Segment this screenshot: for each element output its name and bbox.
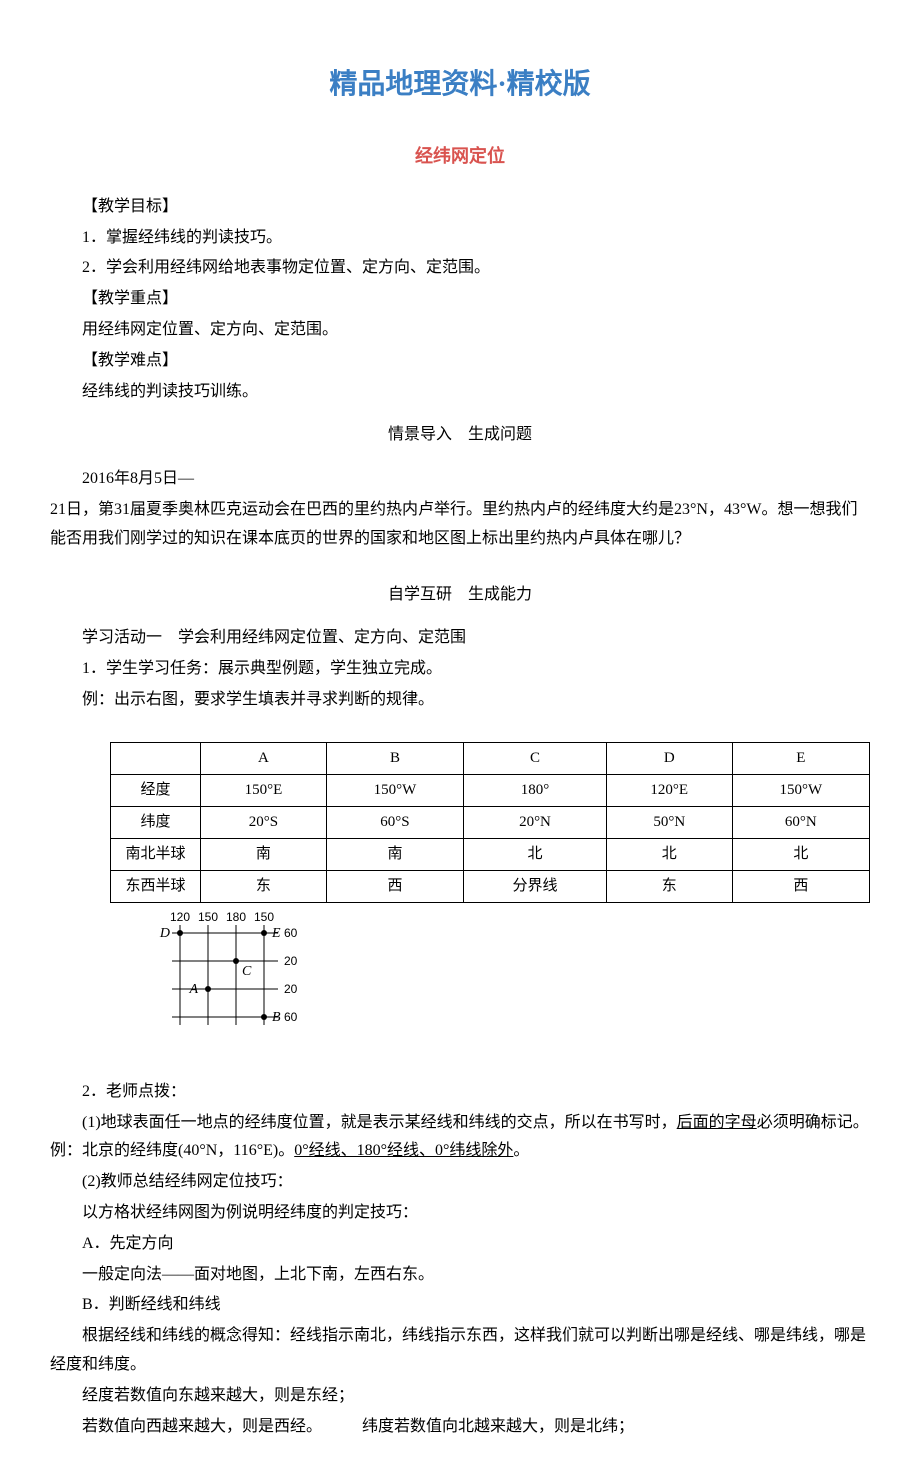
focus-1: 用经纬网定位置、定方向、定范围。 [50, 316, 870, 345]
table-body: 经度150°E150°W180°120°E150°W纬度20°S60°S20°N… [111, 774, 870, 902]
table-row: 南北半球南南北北北 [111, 838, 870, 870]
svg-text:20: 20 [284, 954, 298, 968]
table-cell: 北 [606, 838, 732, 870]
teacher-tA: A．先定方向 [50, 1230, 870, 1259]
study-heading: 自学互研 生成能力 [50, 581, 870, 610]
table-cell: 分界线 [464, 870, 607, 902]
svg-text:60: 60 [284, 926, 298, 940]
difficult-1: 经纬线的判读技巧训练。 [50, 378, 870, 407]
table-header-cell: E [732, 742, 869, 774]
table-cell: 东西半球 [111, 870, 201, 902]
difficult-header: 【教学难点】 [50, 347, 870, 376]
table-header-cell: A [201, 742, 327, 774]
teacher-tC2b: 纬度若数值向北越来越大，则是北纬； [362, 1418, 634, 1435]
table-header-row: A B C D E [111, 742, 870, 774]
teacher-t2: (2)教师总结经纬网定位技巧： [50, 1168, 870, 1197]
table-cell: 20°N [464, 806, 607, 838]
table-cell: 纬度 [111, 806, 201, 838]
svg-text:20: 20 [284, 982, 298, 996]
focus-header: 【教学重点】 [50, 285, 870, 314]
teacher-t1e: 。 [513, 1142, 529, 1159]
teacher-t1b: 后面的字母 [677, 1114, 757, 1131]
table-cell: 北 [464, 838, 607, 870]
teacher-header: 2．老师点拨： [50, 1078, 870, 1107]
table-cell: 150°W [732, 774, 869, 806]
svg-text:60: 60 [284, 1010, 298, 1024]
sub-title-text: 经纬网定位 [415, 146, 505, 166]
teacher-tC2a: 若数值向西越来越大，则是西经。 [82, 1418, 314, 1435]
teacher-tC2: 若数值向西越来越大，则是西经。 纬度若数值向北越来越大，则是北纬； [50, 1413, 870, 1442]
svg-text:150: 150 [254, 910, 274, 924]
coordinates-table: A B C D E 经度150°E150°W180°120°E150°W纬度20… [110, 742, 870, 903]
table-cell: 60°N [732, 806, 869, 838]
svg-text:E: E [271, 926, 281, 941]
table-header-cell: C [464, 742, 607, 774]
table-cell: 60°S [326, 806, 463, 838]
table-cell: 南 [326, 838, 463, 870]
grid-diagram-container: 120 150 180 150 60 20 20 60 D E C A B [150, 908, 870, 1068]
svg-text:150: 150 [198, 910, 218, 924]
table-cell: 南 [201, 838, 327, 870]
study-task1: 1．学生学习任务：展示典型例题，学生独立完成。 [50, 655, 870, 684]
table-cell: 经度 [111, 774, 201, 806]
goal-1: 1．掌握经纬线的判读技巧。 [50, 224, 870, 253]
table-cell: 南北半球 [111, 838, 201, 870]
main-title: 精品地理资料·精校版 [50, 60, 870, 110]
table-cell: 东 [606, 870, 732, 902]
table-header-cell [111, 742, 201, 774]
svg-text:C: C [242, 964, 252, 979]
teacher-tA1: 一般定向法——面对地图，上北下南，左西右东。 [50, 1261, 870, 1290]
table-row: 经度150°E150°W180°120°E150°W [111, 774, 870, 806]
study-example: 例：出示右图，要求学生填表并寻求判断的规律。 [50, 686, 870, 715]
svg-text:A: A [188, 982, 198, 997]
teacher-tB: B．判断经线和纬线 [50, 1291, 870, 1320]
table-row: 纬度20°S60°S20°N50°N60°N [111, 806, 870, 838]
scene-heading: 情景导入 生成问题 [50, 421, 870, 450]
table-cell: 西 [326, 870, 463, 902]
table-cell: 西 [732, 870, 869, 902]
teacher-tB1: 根据经线和纬线的概念得知：经线指示南北，纬线指示东西，这样我们就可以判断出哪是经… [50, 1322, 870, 1380]
teacher-t3: 以方格状经纬网图为例说明经纬度的判定技巧： [50, 1199, 870, 1228]
table-cell: 180° [464, 774, 607, 806]
study-activity: 学习活动一 学会利用经纬网定位置、定方向、定范围 [50, 624, 870, 653]
table-cell: 150°W [326, 774, 463, 806]
scene-body: 21日，第31届夏季奥林匹克运动会在巴西的里约热内卢举行。里约热内卢的经纬度大约… [50, 496, 870, 554]
goal-header: 【教学目标】 [50, 193, 870, 222]
svg-text:180: 180 [226, 910, 246, 924]
table-cell: 150°E [201, 774, 327, 806]
table-cell: 50°N [606, 806, 732, 838]
table-row: 东西半球东西分界线东西 [111, 870, 870, 902]
scene-date: 2016年8月5日— [50, 465, 870, 494]
svg-text:120: 120 [170, 910, 190, 924]
teacher-t1: (1)地球表面任一地点的经纬度位置，就是表示某经线和纬线的交点，所以在书写时，后… [50, 1109, 870, 1167]
table-header-cell: B [326, 742, 463, 774]
goal-2: 2．学会利用经纬网给地表事物定位置、定方向、定范围。 [50, 254, 870, 283]
teacher-tC1: 经度若数值向东越来越大，则是东经； [50, 1382, 870, 1411]
svg-text:B: B [272, 1010, 281, 1025]
grid-diagram: 120 150 180 150 60 20 20 60 D E C A B [150, 908, 350, 1068]
sub-title: 经纬网定位 [50, 140, 870, 172]
table-cell: 20°S [201, 806, 327, 838]
teacher-t1a: (1)地球表面任一地点的经纬度位置，就是表示某经线和纬线的交点，所以在书写时， [82, 1114, 677, 1131]
table-cell: 北 [732, 838, 869, 870]
table-cell: 东 [201, 870, 327, 902]
teacher-t1d: 0°经线、180°经线、0°纬线除外 [294, 1142, 513, 1159]
table-cell: 120°E [606, 774, 732, 806]
svg-text:D: D [159, 926, 170, 941]
table-header-cell: D [606, 742, 732, 774]
main-title-text: 精品地理资料·精校版 [329, 69, 590, 100]
